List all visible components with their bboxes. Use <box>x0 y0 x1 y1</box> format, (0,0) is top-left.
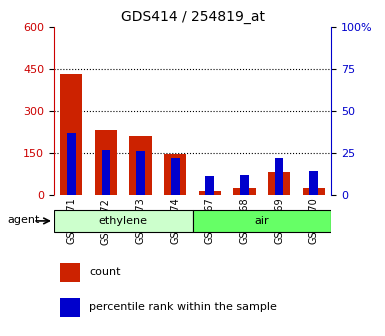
Bar <box>60 75 82 195</box>
Text: ethylene: ethylene <box>99 216 148 226</box>
Bar <box>206 176 214 195</box>
Bar <box>268 172 290 195</box>
Text: agent: agent <box>8 215 40 225</box>
Text: air: air <box>254 216 269 226</box>
Bar <box>102 150 110 195</box>
Bar <box>275 158 283 195</box>
Title: GDS414 / 254819_at: GDS414 / 254819_at <box>121 10 264 25</box>
Bar <box>95 130 117 195</box>
Bar <box>233 188 256 195</box>
Bar <box>310 171 318 195</box>
Bar <box>136 151 145 195</box>
Text: percentile rank within the sample: percentile rank within the sample <box>89 302 277 312</box>
Bar <box>67 133 75 195</box>
Bar <box>60 263 80 282</box>
Bar <box>60 298 80 317</box>
Bar <box>303 188 325 195</box>
Bar <box>171 158 179 195</box>
Bar <box>240 175 249 195</box>
Bar <box>129 136 152 195</box>
Bar <box>199 191 221 195</box>
FancyBboxPatch shape <box>192 210 331 232</box>
Text: count: count <box>89 267 121 277</box>
FancyBboxPatch shape <box>54 210 192 232</box>
Bar <box>164 154 186 195</box>
